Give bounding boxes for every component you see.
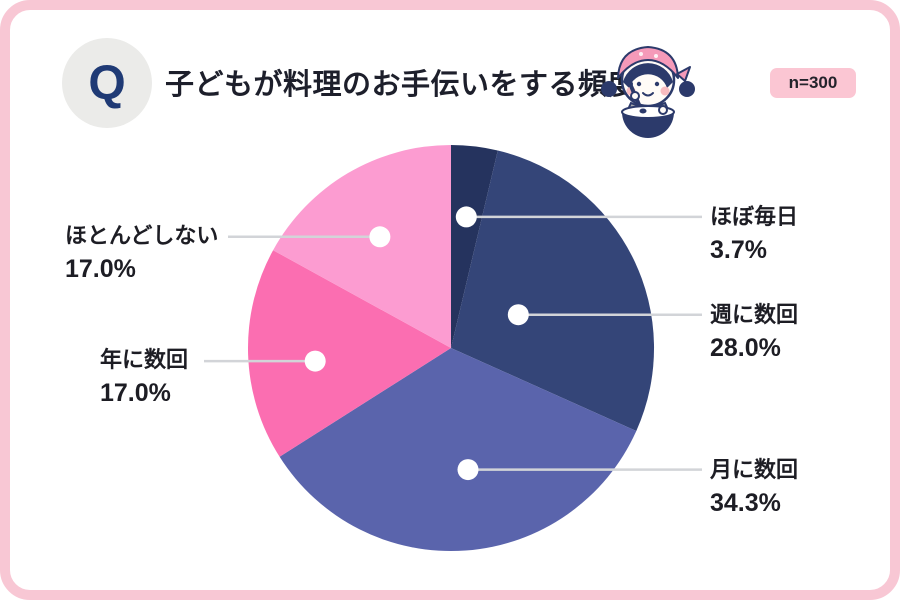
cooking-girl-icon (601, 46, 695, 138)
leader-dot-3 (457, 459, 479, 481)
leader-dot-2 (507, 304, 529, 326)
leader-dot-5 (369, 226, 391, 248)
pie-segment-1 (451, 145, 498, 348)
pie-segment-5 (273, 144, 451, 348)
leader-dot-4 (304, 350, 326, 372)
pie-segment-3 (279, 348, 637, 552)
cooking-girl-illustration (601, 34, 695, 138)
sample-size-badge: n=300 (770, 68, 856, 98)
pie-segment-2 (451, 150, 655, 431)
leader-dot-1 (455, 206, 477, 228)
page-title: 子どもが料理のお手伝いをする頻度 (165, 69, 638, 101)
pie-segment-4 (247, 250, 451, 457)
question-badge-letter: Q (88, 56, 126, 110)
question-badge: Q (62, 38, 152, 128)
